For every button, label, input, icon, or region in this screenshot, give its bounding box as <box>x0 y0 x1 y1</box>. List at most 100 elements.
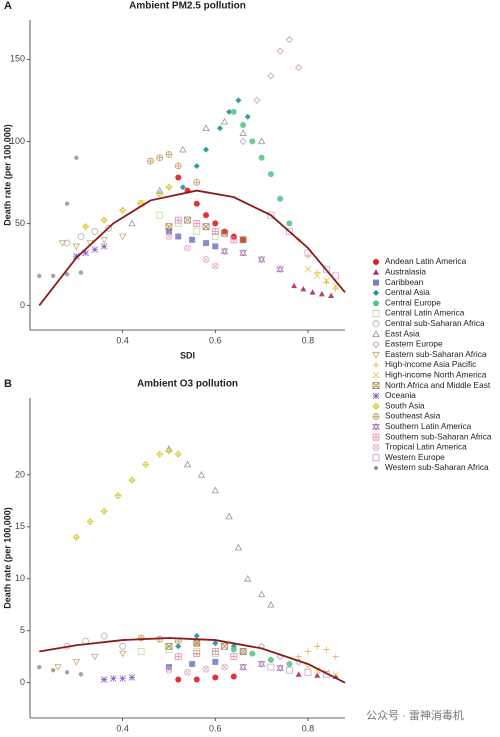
legend-label: Andean Latin America <box>385 256 467 266</box>
point <box>37 273 42 279</box>
marker-part <box>295 653 302 660</box>
legend-symbol <box>373 465 379 471</box>
point <box>220 117 229 125</box>
point <box>211 228 219 235</box>
point <box>323 277 330 285</box>
marker-part <box>372 423 380 431</box>
point <box>165 642 173 650</box>
point <box>175 643 182 650</box>
marker-part <box>230 653 237 660</box>
legend-label: East Asia <box>385 328 420 338</box>
marker-part <box>221 229 228 237</box>
point <box>193 676 200 683</box>
marker-part <box>285 36 293 44</box>
marker-part <box>244 574 252 582</box>
marker-part <box>183 460 192 468</box>
point <box>304 266 312 273</box>
marker-part <box>304 648 311 655</box>
marker-part <box>50 273 56 279</box>
marker-part <box>225 512 233 520</box>
marker-part <box>257 137 266 145</box>
marker-part <box>276 665 284 672</box>
marker-part <box>165 223 173 231</box>
marker-part <box>202 124 210 132</box>
point <box>77 233 85 240</box>
marker-part <box>372 320 380 328</box>
point <box>118 233 127 241</box>
point <box>72 533 80 541</box>
point <box>128 674 136 681</box>
point <box>211 486 219 494</box>
marker-part <box>175 174 182 181</box>
point <box>212 640 219 647</box>
marker-part <box>240 121 247 128</box>
point <box>249 650 256 657</box>
marker-part <box>73 252 80 260</box>
marker-part <box>119 642 127 650</box>
marker-part <box>372 351 380 359</box>
marker-part <box>373 362 379 368</box>
point <box>253 96 261 104</box>
marker-part <box>74 155 79 160</box>
legend-symbol <box>372 433 380 441</box>
marker-part <box>257 256 266 264</box>
point <box>230 653 238 661</box>
legend-label: North Africa and Middle East <box>385 380 491 390</box>
legend-label: Caribbean <box>385 277 424 287</box>
marker-part <box>193 640 200 647</box>
marker-part <box>193 228 201 235</box>
legend-symbol <box>372 382 380 390</box>
marker-part <box>300 285 307 292</box>
marker-part <box>373 403 379 410</box>
marker-part <box>87 518 94 525</box>
point <box>212 674 219 681</box>
legend-symbol <box>372 372 380 379</box>
marker-part <box>372 310 380 317</box>
point <box>332 272 340 280</box>
legend-label: Oceania <box>385 390 416 400</box>
marker-part <box>175 643 182 650</box>
legend-label: Central sub-Saharan Africa <box>385 318 485 328</box>
legend-label: Southern Latin America <box>385 421 472 431</box>
point <box>78 672 84 677</box>
marker-part <box>91 653 99 661</box>
chart-title: Ambient PM2.5 pollution <box>129 1 246 12</box>
point <box>313 272 321 280</box>
point <box>318 290 325 297</box>
legend-label: Tropical Latin America <box>385 442 467 452</box>
point <box>119 675 126 682</box>
legend-symbol <box>372 392 380 400</box>
y-tick-label: 50 <box>15 218 25 228</box>
marker-part <box>239 236 247 244</box>
legend-symbol <box>372 320 380 328</box>
marker-part <box>372 382 380 389</box>
marker-part <box>286 666 293 674</box>
point <box>267 656 274 663</box>
panel-label: B <box>4 378 12 390</box>
legend-symbol <box>372 351 380 359</box>
marker-part <box>314 672 321 678</box>
marker-part <box>118 650 127 658</box>
point <box>174 450 182 458</box>
x-tick-label: 0.8 <box>302 723 315 733</box>
marker-part <box>165 184 172 191</box>
marker-part <box>244 113 251 120</box>
marker-part <box>230 646 237 653</box>
point <box>221 642 228 650</box>
point <box>230 236 238 244</box>
point <box>179 184 186 191</box>
point <box>58 240 67 247</box>
point <box>211 648 219 655</box>
watermark: 公众号 · 雷神消毒机 <box>366 708 464 722</box>
fit-curve <box>38 189 346 306</box>
marker-part <box>202 256 210 263</box>
marker-part <box>166 667 172 673</box>
marker-part <box>115 492 122 499</box>
point <box>220 247 229 256</box>
point <box>193 632 200 639</box>
marker-part <box>239 648 247 655</box>
marker-part <box>119 675 126 682</box>
point <box>184 244 191 252</box>
point <box>267 600 275 608</box>
marker-part <box>267 72 275 80</box>
